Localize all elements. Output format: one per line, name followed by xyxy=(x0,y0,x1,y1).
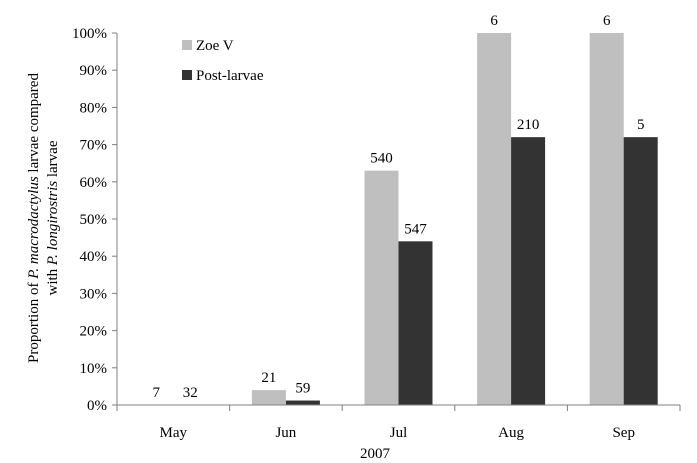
y-axis-title-segment: larvae compared xyxy=(26,73,42,177)
y-tick-label: 100% xyxy=(72,26,107,42)
bar-post-larvae xyxy=(285,400,320,405)
y-tick-label: 50% xyxy=(80,212,108,228)
y-axis: 0% 10% 20% 30% 40% 50% 60% 70% 80% 90% 100% xyxy=(72,26,118,414)
y-axis-title-segment: P. macrodactylus xyxy=(26,176,42,280)
data-label: 6 xyxy=(603,13,611,29)
x-axis-title: 2007 xyxy=(360,446,391,462)
data-label: 7 xyxy=(153,385,161,401)
y-tick-label: 80% xyxy=(80,100,108,116)
x-tick-label: Jun xyxy=(275,425,296,441)
data-label: 547 xyxy=(404,221,427,237)
bar-zoe-v xyxy=(364,170,399,405)
bar-post-larvae xyxy=(398,241,433,405)
y-axis-title-segment: P. longirostris xyxy=(45,181,61,266)
bar-zoe-v xyxy=(477,33,512,405)
plot-area: 7 21 540 6 6 32 59 547 210 5 xyxy=(153,13,658,405)
y-axis-title-line1: Proportion of P. macrodactylus larvae co… xyxy=(26,73,42,363)
x-tick-label: May xyxy=(160,425,188,441)
legend: Zoe V Post-larvae xyxy=(182,38,264,84)
bar-zoe-v xyxy=(251,390,286,405)
x-tick-label: Sep xyxy=(612,425,635,441)
y-tick-label: 20% xyxy=(80,324,108,340)
data-label: 21 xyxy=(261,370,276,386)
data-label: 5 xyxy=(637,117,645,133)
y-tick-label: 40% xyxy=(80,249,108,265)
y-axis-title-segment: Proportion of xyxy=(26,279,42,363)
legend-label: Zoe V xyxy=(196,38,234,54)
data-label: 210 xyxy=(517,117,540,133)
legend-label: Post-larvae xyxy=(196,68,264,84)
y-tick-label: 70% xyxy=(80,138,108,154)
y-tick-label: 30% xyxy=(80,286,108,302)
y-tick-label: 60% xyxy=(80,175,108,191)
data-label: 32 xyxy=(183,385,198,401)
y-tick-label: 90% xyxy=(80,63,108,79)
y-tick-label: 0% xyxy=(87,398,107,414)
legend-swatch xyxy=(182,40,192,50)
legend-swatch xyxy=(182,70,192,80)
bar-post-larvae xyxy=(623,137,658,405)
y-tick-label: 10% xyxy=(80,361,108,377)
x-tick-label: Jul xyxy=(390,425,408,441)
y-axis-title-segment: larvae xyxy=(45,140,61,181)
data-label: 59 xyxy=(295,381,310,397)
x-axis: May Jun Jul Aug Sep xyxy=(116,404,681,441)
data-label: 6 xyxy=(490,13,498,29)
y-axis-title-segment: with xyxy=(45,265,61,295)
x-tick-label: Aug xyxy=(498,425,524,441)
bar-post-larvae xyxy=(511,137,546,405)
y-axis-title: Proportion of P. macrodactylus larvae co… xyxy=(26,73,61,363)
data-label: 540 xyxy=(370,151,393,167)
y-axis-title-line2: with P. longirostris larvae xyxy=(45,140,61,295)
bar-zoe-v xyxy=(589,33,624,405)
